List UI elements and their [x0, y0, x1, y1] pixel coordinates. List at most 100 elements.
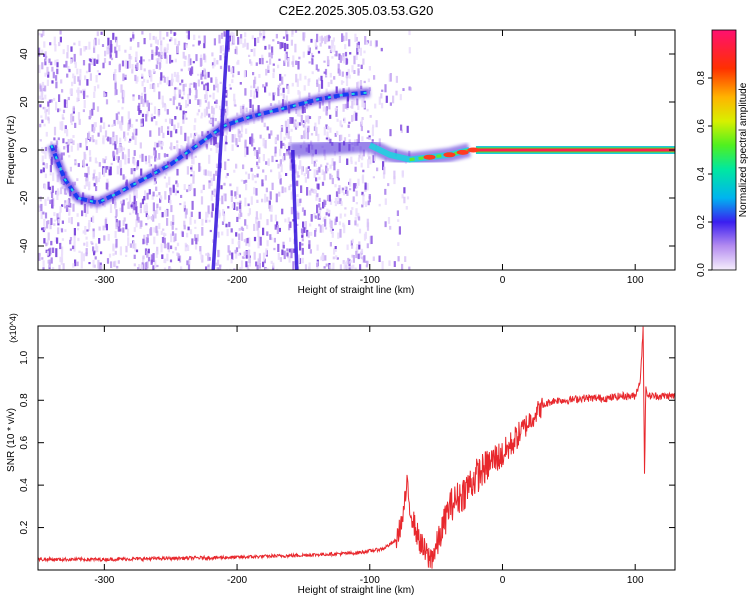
spectrogram-noise-cell	[104, 156, 108, 160]
spectrogram-noise-cell	[233, 99, 236, 107]
spectrogram-noise-cell	[92, 177, 95, 181]
spectrogram-noise-cell	[334, 249, 337, 252]
spectrogram-noise-cell	[311, 55, 315, 58]
spectrogram-noise-cell	[406, 125, 409, 133]
spectrogram-noise-cell	[215, 104, 218, 109]
spectrogram-noise-cell	[226, 173, 229, 176]
spectrogram-noise-cell	[92, 102, 95, 110]
spectrogram-noise-cell	[281, 76, 284, 85]
spectrogram-noise-cell	[52, 267, 55, 270]
spectrogram-noise-cell	[203, 67, 206, 75]
spectrogram-noise-cell	[217, 269, 220, 270]
spectrogram-noise-cell	[142, 59, 145, 62]
spectrogram-noise-cell	[364, 260, 367, 263]
spectrogram-noise-cell	[230, 31, 233, 37]
spectrogram-noise-cell	[401, 194, 404, 199]
spectrogram-noise-cell	[115, 209, 118, 217]
spectrogram-noise-cell	[241, 256, 245, 259]
spectrogram-noise-cell	[290, 128, 293, 132]
spectrogram-noise-cell	[50, 99, 53, 103]
spectrogram-noise-cell	[73, 53, 76, 62]
spectrogram-noise-cell	[270, 260, 273, 264]
spectrogram-noise-cell	[100, 117, 103, 123]
spectrogram-noise-cell	[317, 116, 321, 125]
spectrogram-noise-cell	[140, 264, 143, 270]
spectrogram-noise-cell	[147, 256, 151, 262]
spectrogram-noise-cell	[111, 124, 114, 127]
spectrogram-noise-cell	[238, 241, 241, 249]
spectrogram-noise-cell	[298, 56, 301, 60]
spectrogram-noise-cell	[165, 209, 168, 217]
spectrogram-noise-cell	[82, 109, 85, 113]
spectrogram-noise-cell	[110, 162, 113, 166]
spectrogram-noise-cell	[88, 41, 91, 50]
spectrogram-noise-cell	[214, 101, 217, 104]
spectrogram-noise-cell	[338, 134, 342, 142]
spectrogram-noise-cell	[177, 40, 181, 46]
spectrogram-noise-cell	[138, 94, 141, 100]
spectrogram-noise-cell	[132, 34, 135, 39]
spectrogram-noise-cell	[143, 263, 146, 270]
spectrogram-noise-cell	[258, 156, 261, 163]
spectrogram-noise-cell	[284, 53, 287, 63]
spectrogram-noise-cell	[166, 153, 169, 157]
spectrogram-noise-cell	[46, 239, 49, 245]
spectrogram-noise-cell	[61, 89, 64, 93]
spectrogram-noise-cell	[169, 54, 172, 64]
spectrogram-noise-cell	[279, 73, 282, 81]
spectrogram-noise-cell	[240, 232, 244, 241]
spectrogram-noise-cell	[360, 256, 363, 259]
spectrogram-noise-cell	[201, 218, 204, 226]
spectrogram-noise-cell	[46, 250, 49, 256]
spectrogram-noise-cell	[318, 84, 321, 93]
spectrogram-noise-cell	[298, 108, 301, 117]
spectrogram-noise-cell	[161, 95, 164, 105]
spectrogram-noise-cell	[163, 232, 166, 238]
spectrogram-noise-cell	[185, 30, 188, 34]
spectrogram-noise-cell	[73, 242, 76, 252]
spectrogram-noise-cell	[89, 110, 92, 118]
spectrogram-noise-cell	[337, 232, 340, 239]
spectrogram-noise-cell	[72, 203, 75, 212]
spectrogram-noise-cell	[360, 162, 363, 168]
spectrogram-noise-cell	[165, 172, 168, 176]
spectrogram-noise-cell	[184, 111, 187, 118]
spectrogram-noise-cell	[363, 102, 366, 109]
spectrogram-noise-cell	[397, 242, 400, 246]
spectrogram-noise-cell	[218, 212, 221, 217]
spectrogram-noise-cell	[315, 159, 318, 162]
spectrogram-noise-cell	[93, 91, 96, 98]
spectrogram-noise-cell	[255, 62, 258, 66]
spectrogram-noise-cell	[343, 117, 346, 124]
spectrogram-noise-cell	[228, 35, 232, 42]
spectrogram-noise-cell	[190, 151, 194, 159]
spectrogram-noise-cell	[155, 64, 158, 69]
spectrogram-noise-cell	[193, 188, 196, 197]
spectrogram-noise-cell	[70, 145, 73, 152]
spectrogram-noise-cell	[163, 48, 166, 56]
spectrogram-noise-cell	[123, 131, 126, 139]
spectrogram-noise-cell	[297, 61, 300, 70]
spectrogram-noise-cell	[320, 35, 323, 44]
spectrogram-noise-cell	[234, 249, 237, 254]
spectrogram-noise-cell	[305, 167, 308, 174]
spectrogram-noise-cell	[185, 100, 188, 108]
spectrogram-noise-cell	[86, 79, 89, 86]
spectrogram-noise-cell	[132, 243, 135, 249]
spectrogram-noise-cell	[210, 194, 213, 201]
spectrogram-noise-cell	[87, 166, 90, 175]
spectrogram-noise-cell	[257, 230, 260, 237]
spectrogram-noise-cell	[63, 99, 66, 108]
spectrogram-noise-cell	[46, 220, 49, 229]
spectrogram-noise-cell	[342, 103, 345, 112]
spectrogram-noise-cell	[63, 146, 66, 150]
spectrogram-noise-cell	[289, 117, 292, 124]
spectrogram-noise-cell	[92, 173, 95, 179]
spectrogram-noise-cell	[257, 258, 260, 266]
spectrogram-noise-cell	[140, 123, 143, 126]
spectrogram-noise-cell	[112, 137, 115, 144]
spectrogram-noise-cell	[319, 207, 322, 211]
spectrogram-noise-cell	[370, 235, 373, 244]
spectrogram-noise-cell	[115, 113, 118, 120]
spectrogram-noise-cell	[320, 256, 323, 261]
